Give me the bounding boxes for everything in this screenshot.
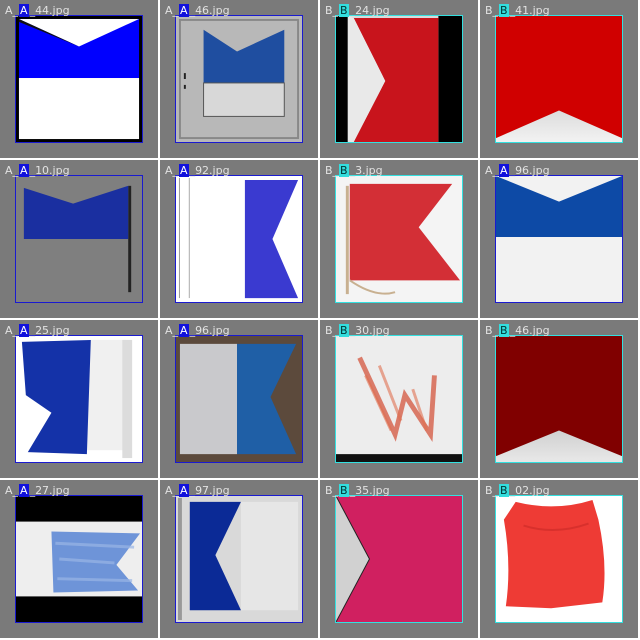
flag-alpha-icon (16, 16, 142, 142)
flag-thumbnail[interactable] (335, 15, 463, 143)
flag-thumbnail[interactable] (495, 15, 623, 143)
flag-alpha-icon (176, 496, 302, 622)
grid-tile[interactable]: A_ A _96.jpg (160, 320, 318, 478)
grid-tile[interactable]: B_ B _3.jpg (320, 160, 478, 318)
tile-caption: B_ B _3.jpg (325, 164, 383, 177)
grid-tile[interactable]: A_ A _10.jpg (0, 160, 158, 318)
grid-tile[interactable]: B_ B _35.jpg (320, 480, 478, 638)
flag-alpha-icon (16, 336, 142, 462)
class-tag: A (499, 164, 509, 177)
tile-caption: A_ A _44.jpg (5, 4, 70, 17)
class-tag: B (339, 4, 349, 17)
flag-alpha-icon (176, 16, 302, 142)
class-tag: A (179, 484, 189, 497)
tile-caption: A_ A _46.jpg (165, 4, 230, 17)
grid-tile[interactable]: B_ B _41.jpg (480, 0, 638, 158)
flag-thumbnail[interactable] (175, 335, 303, 463)
flag-thumbnail[interactable] (175, 495, 303, 623)
tile-caption: B_ B _02.jpg (485, 484, 550, 497)
tile-caption: A_ A _97.jpg (165, 484, 230, 497)
flag-bravo-icon (336, 336, 462, 462)
flag-thumbnail[interactable] (495, 495, 623, 623)
tile-caption: A_ A _96.jpg (485, 164, 550, 177)
class-tag: B (499, 324, 509, 337)
flag-thumbnail[interactable] (335, 175, 463, 303)
grid-tile[interactable]: B_ B _24.jpg (320, 0, 478, 158)
class-tag: A (179, 324, 189, 337)
tile-caption: B_ B _24.jpg (325, 4, 390, 17)
flag-thumbnail[interactable] (495, 335, 623, 463)
grid-tile[interactable]: A_ A _46.jpg (160, 0, 318, 158)
flag-thumbnail[interactable] (495, 175, 623, 303)
grid-tile[interactable]: A_ A _97.jpg (160, 480, 318, 638)
grid-tile[interactable]: A_ A _27.jpg (0, 480, 158, 638)
flag-thumbnail[interactable] (15, 495, 143, 623)
flag-thumbnail[interactable] (335, 495, 463, 623)
flag-bravo-icon (336, 16, 462, 142)
tile-caption: B_ B _30.jpg (325, 324, 390, 337)
grid-tile[interactable]: B_ B _02.jpg (480, 480, 638, 638)
flag-alpha-icon (16, 176, 142, 302)
grid-tile[interactable]: A_ A _92.jpg (160, 160, 318, 318)
class-tag: B (339, 324, 349, 337)
class-tag: A (179, 164, 189, 177)
tile-caption: A_ A _10.jpg (5, 164, 70, 177)
tile-caption: A_ A _25.jpg (5, 324, 70, 337)
flag-alpha-icon (176, 176, 302, 302)
tile-caption: A_ A _92.jpg (165, 164, 230, 177)
flag-thumbnail[interactable] (335, 335, 463, 463)
grid-tile[interactable]: A_ A _25.jpg (0, 320, 158, 478)
flag-thumbnail[interactable] (175, 15, 303, 143)
tile-caption: B_ B _41.jpg (485, 4, 550, 17)
class-tag: B (339, 164, 349, 177)
tile-caption: B_ B _46.jpg (485, 324, 550, 337)
class-tag: A (179, 4, 189, 17)
flag-bravo-icon (496, 496, 622, 622)
class-tag: A (19, 324, 29, 337)
grid-tile[interactable]: A_ A _44.jpg (0, 0, 158, 158)
flag-bravo-icon (336, 176, 462, 302)
flag-thumbnail[interactable] (15, 335, 143, 463)
grid-tile[interactable]: B_ B _30.jpg (320, 320, 478, 478)
tile-caption: A_ A _27.jpg (5, 484, 70, 497)
class-tag: A (19, 484, 29, 497)
tile-caption: A_ A _96.jpg (165, 324, 230, 337)
flag-bravo-icon (496, 16, 622, 142)
flag-alpha-icon (496, 176, 622, 302)
flag-thumbnail[interactable] (175, 175, 303, 303)
tile-caption: B_ B _35.jpg (325, 484, 390, 497)
class-tag: A (19, 4, 29, 17)
class-tag: B (499, 4, 509, 17)
flag-alpha-icon (176, 336, 302, 462)
flag-bravo-icon (496, 336, 622, 462)
flag-thumbnail[interactable] (15, 175, 143, 303)
class-tag: B (499, 484, 509, 497)
grid-tile[interactable]: A_ A _96.jpg (480, 160, 638, 318)
flag-thumbnail[interactable] (15, 15, 143, 143)
flag-alpha-icon (16, 496, 142, 622)
grid-tile[interactable]: B_ B _46.jpg (480, 320, 638, 478)
class-tag: B (339, 484, 349, 497)
class-tag: A (19, 164, 29, 177)
flag-bravo-icon (336, 496, 462, 622)
